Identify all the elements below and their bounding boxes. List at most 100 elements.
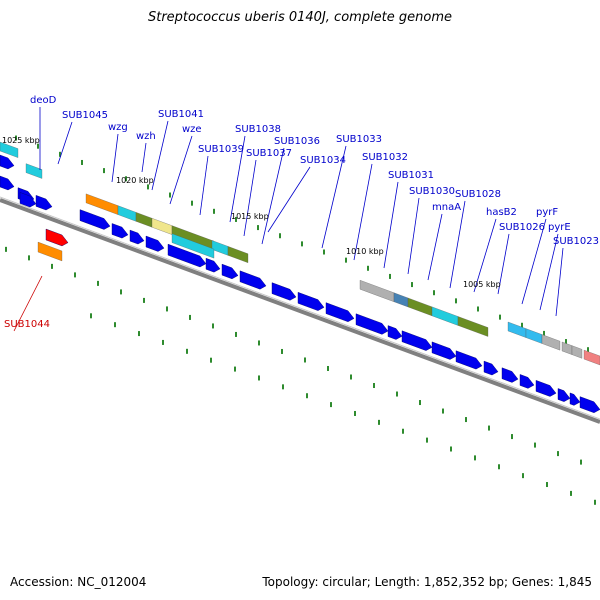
map-tick <box>28 255 30 261</box>
map-tick <box>81 159 83 165</box>
cog-feature-block <box>541 334 561 351</box>
cog-feature-block <box>0 141 19 158</box>
label-leader-line <box>555 247 564 317</box>
map-tick <box>90 313 92 319</box>
label-leader-line <box>199 155 209 216</box>
gene-arrow <box>535 380 557 397</box>
map-tick <box>304 357 306 363</box>
gene-label: SUB1032 <box>362 152 408 163</box>
gene-arrow <box>387 325 403 340</box>
label-leader-line <box>57 121 73 165</box>
map-tick <box>373 383 375 389</box>
gene-arrow <box>239 270 267 290</box>
map-tick <box>235 216 237 222</box>
cog-feature-block <box>583 349 600 366</box>
gene-arrow <box>0 175 15 191</box>
genome-backbone <box>0 198 600 424</box>
map-tick <box>442 408 444 414</box>
cog-feature-block <box>151 218 173 235</box>
cog-feature-block <box>85 193 119 215</box>
map-tick <box>162 339 164 345</box>
map-tick <box>396 391 398 397</box>
map-tick <box>282 384 284 390</box>
map-tick <box>367 265 369 271</box>
map-tick <box>522 473 524 479</box>
map-tick <box>488 425 490 431</box>
cog-feature-block <box>171 233 215 259</box>
map-tick <box>323 249 325 255</box>
highlighted-gene-arrow <box>45 228 69 247</box>
gene-arrow <box>205 257 221 273</box>
map-tick <box>499 314 501 320</box>
gene-label: SUB1045 <box>62 110 108 121</box>
cog-feature-block <box>393 292 409 308</box>
gene-label: pyrE <box>548 222 571 233</box>
cog-feature-block <box>37 241 63 262</box>
cog-feature-block <box>407 297 433 317</box>
map-tick <box>258 340 260 346</box>
kbp-label: 1010 kbp <box>346 247 384 256</box>
label-leader-line <box>449 200 466 289</box>
map-tick <box>426 437 428 443</box>
map-tick <box>565 339 567 345</box>
label-leader-line <box>169 135 193 205</box>
map-tick <box>455 298 457 304</box>
map-tick <box>543 330 545 336</box>
kbp-label: 1020 kbp <box>116 176 154 185</box>
label-leader-line <box>383 181 399 269</box>
gene-label: SUB1028 <box>455 189 501 200</box>
map-tick <box>419 400 421 406</box>
label-leader-line <box>407 197 420 275</box>
gene-label: SUB1039 <box>198 144 244 155</box>
gene-arrow <box>19 192 37 208</box>
cog-feature-block <box>571 345 583 359</box>
map-tick <box>580 459 582 465</box>
cog-feature-block <box>135 212 153 228</box>
map-tick <box>465 417 467 423</box>
gene-label: wze <box>182 124 202 135</box>
label-leader-line <box>539 233 559 311</box>
cog-feature-block <box>561 341 573 355</box>
gene-label: SUB1036 <box>274 136 320 147</box>
gene-label: SUB1033 <box>336 134 382 145</box>
label-leader-line <box>321 145 347 249</box>
gene-arrow <box>519 374 535 389</box>
map-tick <box>389 273 391 279</box>
map-tick <box>534 442 536 448</box>
map-tick <box>5 246 7 252</box>
gene-arrow <box>0 154 15 170</box>
map-tick <box>166 306 168 312</box>
cog-feature-block <box>507 321 527 338</box>
label-leader-line <box>151 120 169 191</box>
label-leader-line <box>111 133 119 183</box>
gene-label: SUB1030 <box>409 186 455 197</box>
gene-arrow <box>297 291 325 311</box>
map-tick <box>477 306 479 312</box>
map-tick <box>258 375 260 381</box>
gene-arrow <box>579 396 600 413</box>
cog-feature-block <box>457 316 489 337</box>
label-leader-line <box>13 275 43 332</box>
map-tick <box>169 192 171 198</box>
map-tick <box>546 482 548 488</box>
map-tick <box>147 184 149 190</box>
map-tick <box>125 176 127 182</box>
label-leader-line <box>141 142 147 173</box>
gene-arrow <box>401 330 433 351</box>
map-tick <box>143 297 145 303</box>
map-tick <box>51 263 53 269</box>
gene-arrow <box>79 209 111 230</box>
gene-arrow <box>483 360 499 376</box>
cog-feature-block <box>117 205 137 222</box>
map-tick <box>594 499 596 505</box>
map-tick <box>114 322 116 328</box>
gene-label: wzg <box>108 122 128 133</box>
cog-feature-block <box>525 328 543 344</box>
cog-feature-block <box>359 279 395 302</box>
map-tick <box>587 347 589 353</box>
gene-label: mnaA <box>432 202 461 213</box>
label-leader-line <box>427 213 443 281</box>
label-leader-line <box>261 147 285 245</box>
map-tick <box>191 200 193 206</box>
